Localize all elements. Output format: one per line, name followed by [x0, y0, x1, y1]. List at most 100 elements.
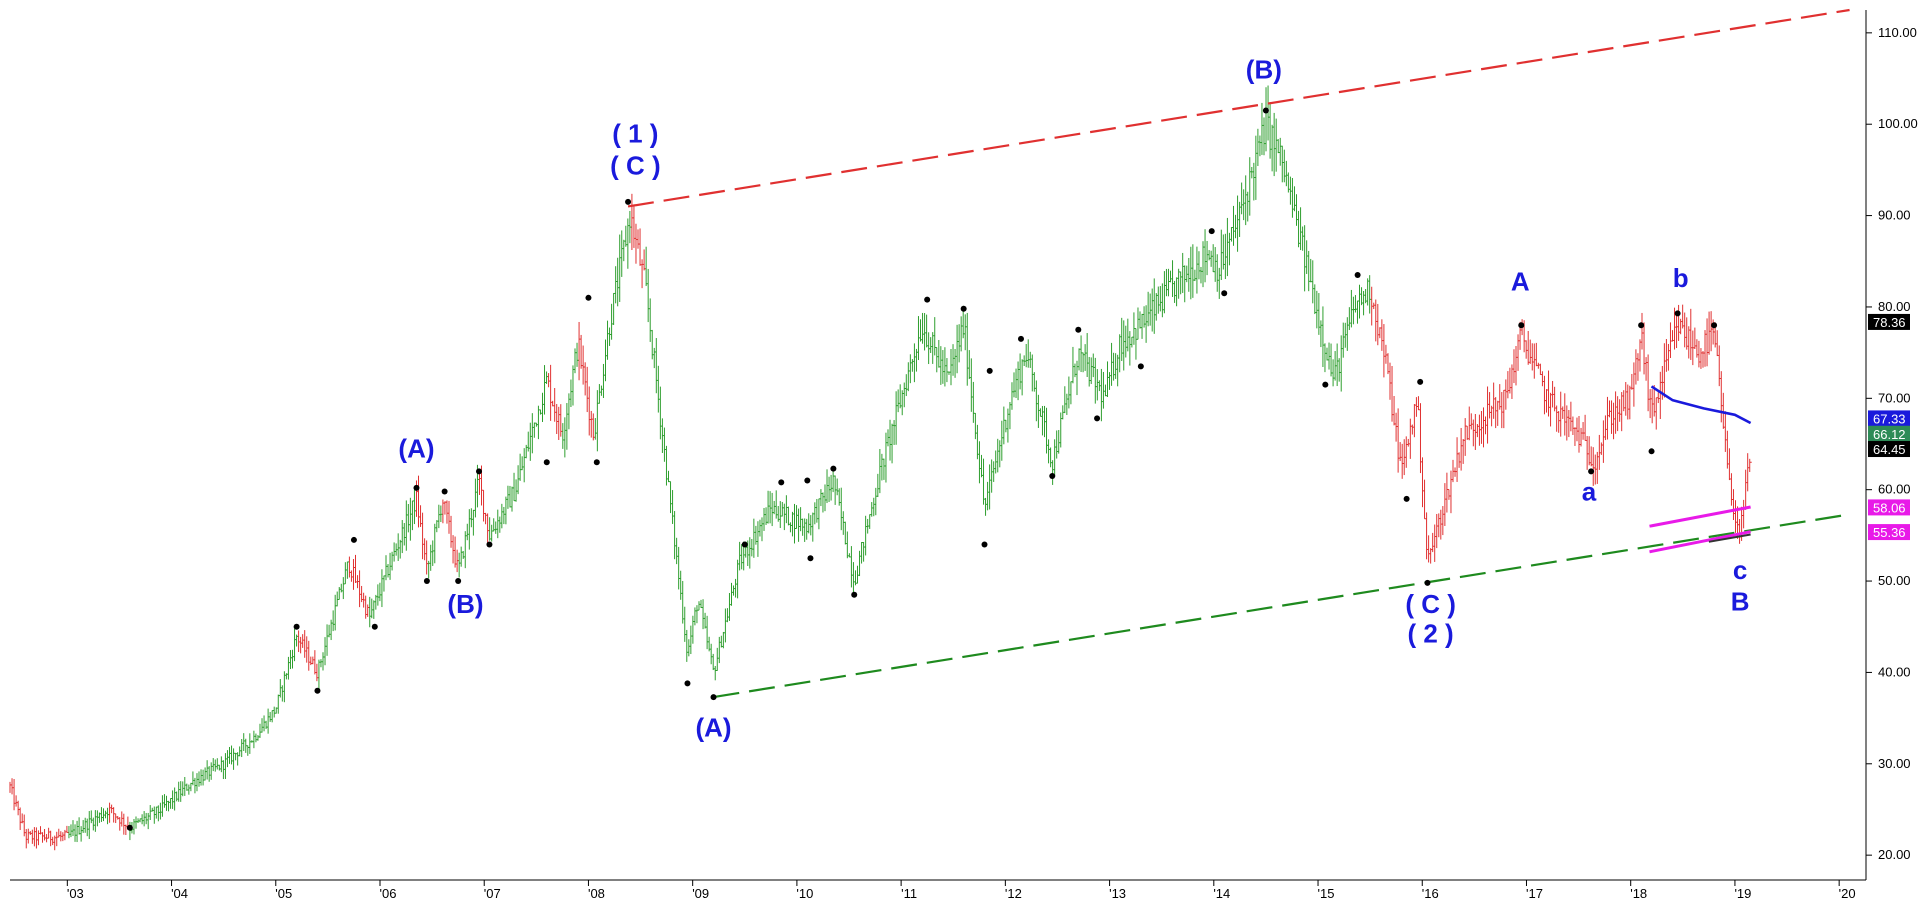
- pivot-dot: [807, 555, 814, 562]
- wave-label: (A): [398, 434, 434, 464]
- x-tick-label: '16: [1422, 886, 1439, 901]
- x-tick-label: '12: [1005, 886, 1022, 901]
- pivot-dot: [1354, 271, 1361, 278]
- pivot-dot: [960, 305, 967, 312]
- y-tick-label: 50.00: [1878, 573, 1911, 588]
- wave-label: ( 2 ): [1407, 618, 1453, 648]
- pivot-dot: [1094, 415, 1101, 422]
- pivot-dot: [1017, 335, 1024, 342]
- price-badge-label: 64.45: [1873, 442, 1906, 457]
- pivot-dot: [1648, 448, 1655, 455]
- black-short-line: [1708, 533, 1751, 543]
- pivot-dot: [423, 578, 430, 585]
- pivot-dot: [1424, 579, 1431, 586]
- pivot-dot: [593, 459, 600, 466]
- y-tick-label: 80.00: [1878, 299, 1911, 314]
- pivot-dot: [851, 591, 858, 598]
- pivot-dot: [1588, 468, 1595, 475]
- price-badge: [1868, 524, 1910, 541]
- wave-label: A: [1511, 267, 1530, 297]
- y-tick-label: 100.00: [1878, 116, 1918, 131]
- pivot-dot: [778, 479, 785, 486]
- price-badge: [1868, 425, 1910, 442]
- x-tick-label: '17: [1526, 886, 1543, 901]
- x-tick-label: '10: [796, 886, 813, 901]
- pivot-dot: [293, 623, 300, 630]
- price-badge: [1868, 499, 1910, 516]
- pivot-dot: [126, 824, 133, 831]
- price-badge-label: 66.12: [1873, 427, 1906, 442]
- magenta-upper-line: [1649, 505, 1751, 528]
- pivot-dot: [1137, 363, 1144, 370]
- wave-label: ( C ): [610, 150, 661, 180]
- pivot-dot: [350, 536, 357, 543]
- pivot-dot: [486, 541, 493, 548]
- x-tick-label: '20: [1839, 886, 1856, 901]
- trend-lines: [627, 8, 1850, 699]
- y-tick-label: 110.00: [1878, 25, 1917, 40]
- price-badge: [1868, 313, 1910, 330]
- pivot-dot: [1075, 326, 1082, 333]
- pivot-dot: [1417, 378, 1424, 385]
- pivot-dot: [830, 465, 837, 472]
- x-tick-label: '19: [1734, 886, 1751, 901]
- pivot-dot: [1638, 322, 1645, 329]
- pivot-dot: [710, 694, 717, 701]
- price-badge: [1868, 410, 1910, 427]
- price-badge-label: 78.36: [1873, 315, 1906, 330]
- wave-label: (B): [1246, 55, 1282, 85]
- price-bars: [9, 85, 1752, 851]
- x-tick-label: '08: [588, 886, 605, 901]
- y-axis-ticks: 20.00 30.00 40.00 50.00 60.00 70.00 80.00 90.00…: [1866, 25, 1918, 862]
- wave-label: a: [1582, 477, 1597, 507]
- pivot-dot: [1049, 472, 1056, 479]
- x-tick-label: '09: [692, 886, 709, 901]
- pivot-dot: [1262, 107, 1269, 114]
- pivot-dot: [986, 367, 993, 374]
- x-tick-label: '07: [484, 886, 501, 901]
- x-tick-label: '15: [1318, 886, 1335, 901]
- price-badge-label: 67.33: [1873, 411, 1906, 426]
- x-tick-label: '14: [1213, 886, 1230, 901]
- pivot-dot: [684, 680, 691, 687]
- x-tick-label: '11: [901, 886, 917, 901]
- pivot-dot: [924, 296, 931, 303]
- pivot-dot: [413, 484, 420, 491]
- pivot-dot: [1403, 495, 1410, 502]
- pivot-dot: [476, 468, 483, 475]
- wave-label: b: [1673, 263, 1689, 293]
- wave-label: (B): [447, 589, 483, 619]
- x-tick-label: '03: [67, 886, 84, 901]
- wave-label: ( 1 ): [612, 118, 658, 148]
- y-tick-label: 70.00: [1878, 390, 1911, 405]
- x-tick-label: '05: [275, 886, 292, 901]
- wave-label: (A): [695, 712, 731, 742]
- y-tick-label: 60.00: [1878, 482, 1911, 497]
- x-tick-label: '18: [1630, 886, 1647, 901]
- pivot-dot: [1208, 228, 1215, 235]
- pivot-dot: [1674, 310, 1681, 317]
- pivot-dot: [1518, 322, 1525, 329]
- pivot-dot: [625, 198, 632, 205]
- magenta-lower-line: [1649, 530, 1751, 554]
- pivot-dot: [1322, 381, 1329, 388]
- y-tick-label: 40.00: [1878, 664, 1911, 679]
- lower-channel-line: [713, 513, 1850, 699]
- y-tick-label: 20.00: [1878, 847, 1911, 862]
- pivot-points: [126, 107, 1718, 831]
- price-badge-label: 55.36: [1873, 525, 1906, 540]
- pivot-dot: [543, 459, 550, 466]
- wave-label: ( C ): [1405, 589, 1456, 619]
- pivot-dot: [1711, 322, 1718, 329]
- upper-channel-line: [627, 8, 1850, 208]
- pivot-dot: [314, 687, 321, 694]
- x-axis-ticks: '03 '04 '05 '06 '07 '08 '09 '10 '11 '12 '13 '14 '15 '…: [66, 880, 1856, 901]
- price-badge-label: 58.06: [1873, 500, 1906, 515]
- wave-label: B: [1731, 586, 1750, 616]
- x-tick-label: '06: [380, 886, 397, 901]
- y-tick-label: 90.00: [1878, 208, 1911, 223]
